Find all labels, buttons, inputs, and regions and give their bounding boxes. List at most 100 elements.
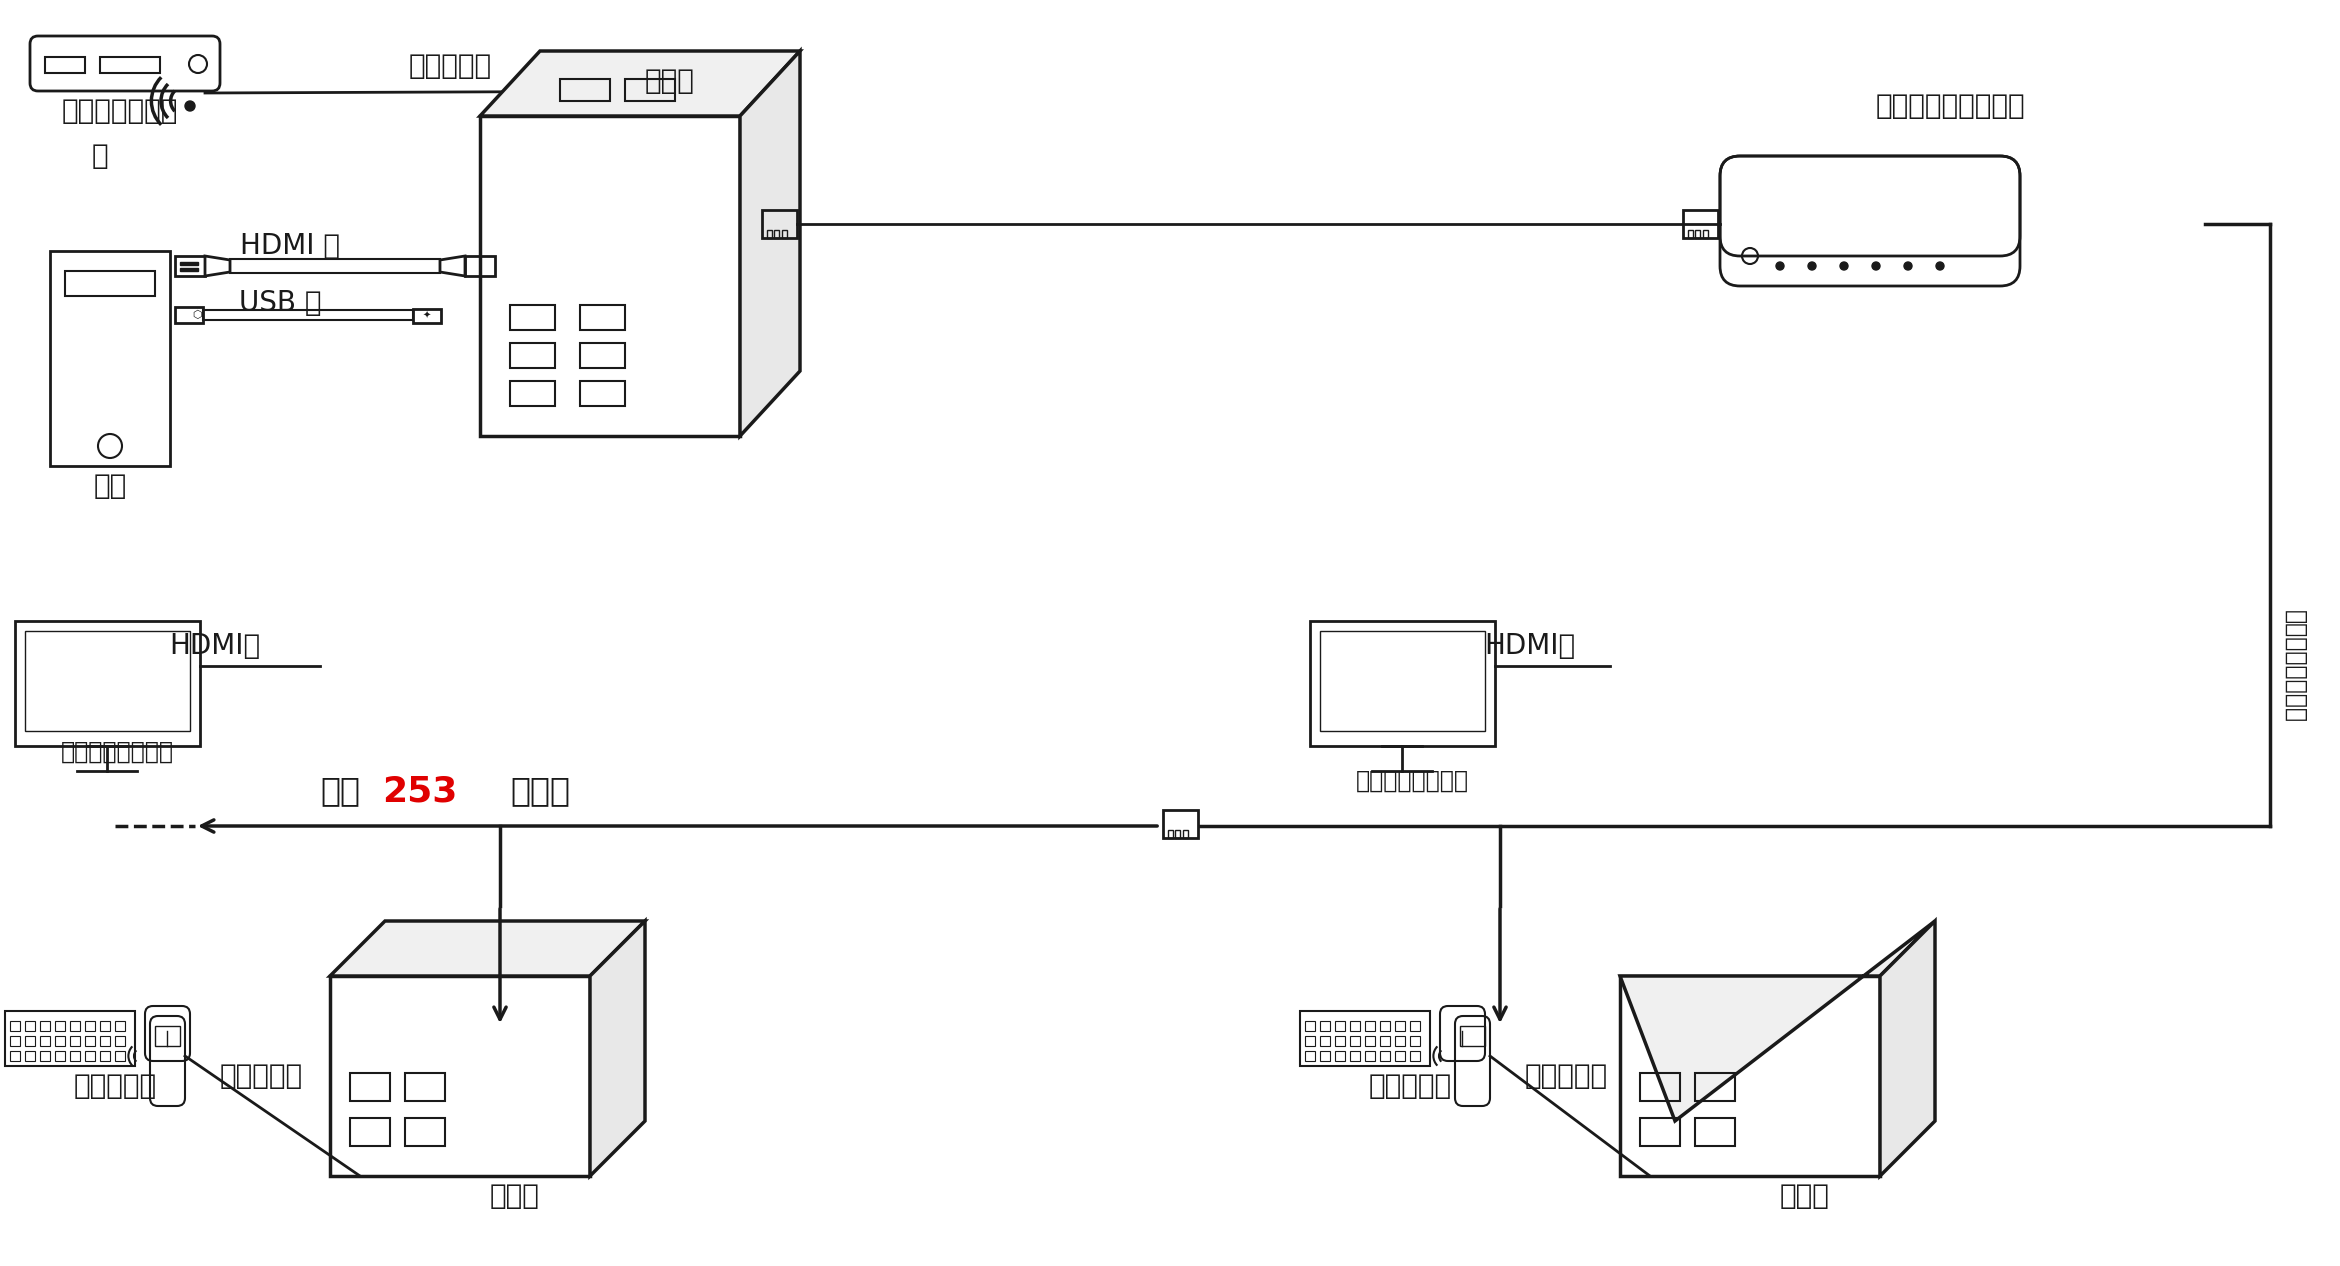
Bar	[5, 1012, 136, 1066]
Bar	[559, 78, 611, 101]
Bar	[1301, 1012, 1430, 1066]
Circle shape	[185, 101, 194, 111]
Text: 超五类或六类网线: 超五类或六类网线	[2284, 609, 2307, 723]
Bar	[1364, 1051, 1376, 1061]
Bar	[56, 1020, 66, 1031]
Bar	[510, 305, 555, 330]
Bar	[1395, 1051, 1404, 1061]
Bar	[1640, 1118, 1680, 1146]
Bar	[510, 381, 555, 406]
Circle shape	[1935, 262, 1945, 270]
Bar	[154, 1025, 180, 1046]
Bar	[1336, 1020, 1345, 1031]
Polygon shape	[440, 256, 466, 276]
Bar	[1694, 1074, 1734, 1101]
Bar	[70, 1051, 80, 1061]
Bar	[466, 256, 496, 276]
Bar	[1411, 1051, 1420, 1061]
Bar	[1306, 1051, 1315, 1061]
Bar	[782, 230, 786, 238]
Bar	[180, 262, 199, 265]
Bar	[1306, 1036, 1315, 1046]
Polygon shape	[330, 920, 646, 976]
Bar	[1411, 1020, 1420, 1031]
Text: 接收器: 接收器	[510, 775, 571, 808]
Text: 红外接收线: 红外接收线	[220, 1062, 304, 1090]
Bar	[180, 268, 199, 271]
Bar	[330, 976, 590, 1176]
Bar	[351, 1118, 391, 1146]
Bar	[1411, 1036, 1420, 1046]
Bar	[1395, 1020, 1404, 1031]
Text: 接收器: 接收器	[1781, 1182, 1830, 1210]
Bar	[1460, 1025, 1486, 1046]
Bar	[84, 1036, 96, 1046]
Bar	[1381, 1036, 1390, 1046]
Bar	[84, 1020, 96, 1031]
Bar	[66, 271, 154, 296]
Polygon shape	[206, 256, 229, 276]
Bar	[412, 309, 440, 323]
Bar	[1395, 1036, 1404, 1046]
Circle shape	[1905, 262, 1912, 270]
Circle shape	[1776, 262, 1783, 270]
Bar	[26, 630, 190, 730]
Bar	[580, 381, 625, 406]
Bar	[625, 78, 674, 101]
Polygon shape	[1879, 920, 1935, 1176]
Text: 高达: 高达	[321, 775, 360, 808]
Bar	[1350, 1036, 1360, 1046]
Bar	[1320, 1051, 1329, 1061]
Bar	[1168, 830, 1172, 838]
Bar	[101, 57, 159, 73]
Text: 高清电视或显示器: 高清电视或显示器	[61, 741, 173, 763]
Bar	[14, 622, 199, 746]
Bar	[40, 1036, 49, 1046]
Bar	[1381, 1020, 1390, 1031]
Bar	[1640, 1074, 1680, 1101]
Circle shape	[1839, 262, 1849, 270]
Bar	[1320, 1036, 1329, 1046]
Text: HDMI 线: HDMI 线	[241, 232, 339, 260]
Bar	[115, 1020, 124, 1031]
Bar	[1310, 622, 1495, 746]
Text: USB 线: USB 线	[239, 289, 321, 316]
Bar	[405, 1074, 445, 1101]
Bar	[40, 1051, 49, 1061]
Bar	[1364, 1036, 1376, 1046]
Bar	[40, 1020, 49, 1031]
Text: 接收器: 接收器	[489, 1182, 541, 1210]
Bar	[101, 1036, 110, 1046]
Text: HDMI线: HDMI线	[168, 632, 260, 660]
Polygon shape	[480, 51, 800, 116]
Bar	[1175, 830, 1179, 838]
Text: 高清电视或显示器: 高清电视或显示器	[1355, 768, 1470, 793]
Text: 红外接收线: 红外接收线	[1526, 1062, 1608, 1090]
Bar	[1682, 210, 1718, 238]
Text: ✦: ✦	[424, 311, 431, 322]
Bar	[26, 1036, 35, 1046]
Bar	[1336, 1036, 1345, 1046]
Text: 红外发射线: 红外发射线	[410, 52, 491, 80]
Bar	[26, 1020, 35, 1031]
Bar	[101, 1020, 110, 1031]
Bar	[351, 1074, 391, 1101]
Bar	[204, 310, 412, 320]
Bar	[1687, 230, 1694, 238]
Bar	[1320, 630, 1486, 730]
Bar	[1704, 230, 1708, 238]
Polygon shape	[590, 920, 646, 1176]
Bar	[1336, 1051, 1345, 1061]
Bar	[176, 306, 204, 323]
Bar	[1364, 1020, 1376, 1031]
Bar	[775, 230, 779, 238]
Bar	[56, 1051, 66, 1061]
Bar	[1350, 1020, 1360, 1031]
Text: 高清媒体播放器: 高清媒体播放器	[61, 97, 178, 125]
Bar	[229, 260, 440, 273]
Text: 253: 253	[381, 774, 459, 808]
Bar	[9, 1020, 21, 1031]
Bar	[580, 343, 625, 368]
Text: 路由器或网络交换机: 路由器或网络交换机	[1874, 92, 2024, 120]
Bar	[84, 1051, 96, 1061]
